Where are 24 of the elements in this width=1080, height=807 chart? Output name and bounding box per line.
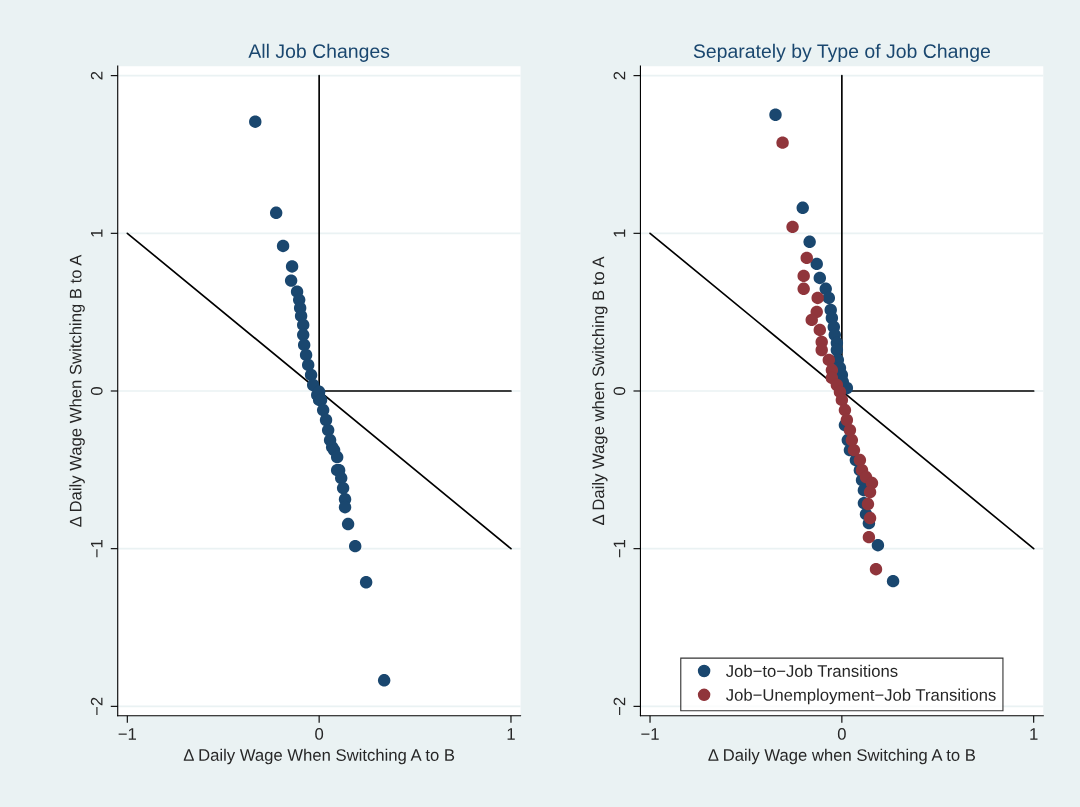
y-axis-title: Δ Daily Wage When Switching B to A xyxy=(69,254,85,527)
y-tick-label: −2 xyxy=(613,697,626,716)
y-tick-label: −1 xyxy=(90,539,103,558)
y-tick-label: 1 xyxy=(90,229,103,237)
chart-title: Separately by Type of Job Change xyxy=(693,43,991,62)
y-tick-label: −1 xyxy=(613,539,626,558)
legend-label: Job−to−Job Transitions xyxy=(726,664,898,677)
x-tick-label: 0 xyxy=(315,728,324,740)
y-tick-label: 2 xyxy=(613,71,626,80)
x-tick-label: −1 xyxy=(118,728,136,740)
x-tick-label: 1 xyxy=(1030,728,1038,740)
y-tick-label: 0 xyxy=(90,387,103,395)
x-tick-label: 0 xyxy=(837,728,846,740)
y-tick-label: 2 xyxy=(90,71,103,80)
x-axis-title: Δ Daily Wage When Switching A to B xyxy=(183,748,455,765)
y-tick-label: 1 xyxy=(613,229,626,237)
chart-title: All Job Changes xyxy=(248,43,390,62)
y-axis-title: Δ Daily Wage when Switching B to A xyxy=(592,256,608,525)
x-axis-title: Δ Daily Wage when Switching A to B xyxy=(708,748,976,765)
x-tick-label: −1 xyxy=(641,728,659,740)
y-tick-label: 0 xyxy=(613,387,626,395)
x-tick-label: 1 xyxy=(507,728,515,740)
legend-label: Job−Unemployment−Job Transitions xyxy=(726,688,996,705)
y-tick-label: −2 xyxy=(90,697,103,716)
